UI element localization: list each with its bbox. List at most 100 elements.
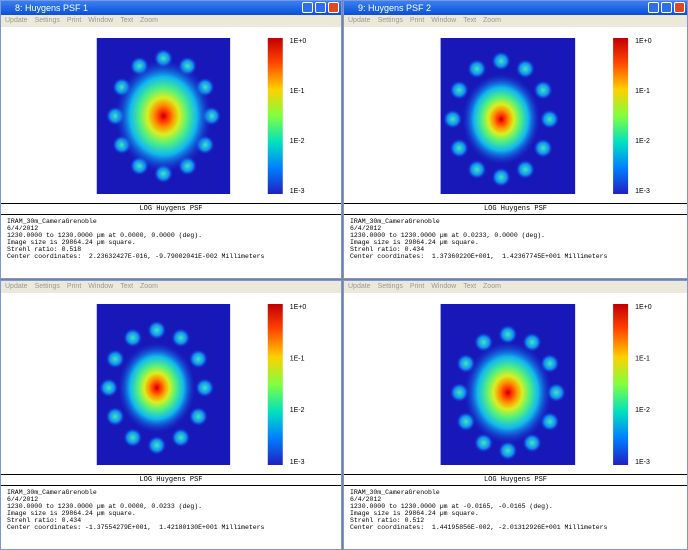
menu-item[interactable]: Text	[463, 17, 477, 24]
menu-item[interactable]: Window	[431, 283, 457, 290]
psf-core	[464, 341, 552, 444]
info-line: 1230.0000 to 1230.0000 µm at 0.0000, 0.0…	[7, 503, 203, 510]
menu-item[interactable]: Update	[348, 17, 371, 24]
psf-window: Update Settings Print Window Text Zoom 1E+0 1E…	[343, 280, 688, 550]
colorbar	[613, 38, 629, 194]
psf-window: 8: Huygens PSF 1 Update Settings Print Windo…	[0, 0, 342, 279]
psf-sidelobe	[189, 407, 208, 426]
psf-sidelobe	[491, 167, 511, 187]
psf-plot: 1E+0 1E-1 1E-2 1E-3	[1, 293, 341, 474]
plot-label: LOG Huygens PSF	[344, 474, 687, 486]
psf-window: 9: Huygens PSF 2 Update Settings Print Windo…	[343, 0, 688, 279]
psf-sidelobe	[498, 325, 518, 344]
maximize-button[interactable]	[661, 2, 672, 13]
psf-sidelobe	[515, 160, 535, 179]
colorbar-label: 1E-2	[635, 407, 650, 414]
psf-sidelobe	[449, 80, 469, 100]
info-line: 1230.0000 to 1230.0000 µm at 0.0000, 0.0…	[7, 232, 203, 239]
psf-sidelobe	[533, 138, 553, 158]
psf-window: Update Settings Print Window Text Zoom 1E+0 1E…	[0, 280, 342, 550]
window-buttons	[648, 2, 685, 13]
menu-item[interactable]: Zoom	[140, 283, 158, 290]
menu-item[interactable]: Settings	[377, 17, 403, 24]
info-text: IRAM_30m_CameraGrenoble 6/4/2012 1230.0000…	[344, 215, 687, 278]
info-text: IRAM_30m_CameraGrenoble 6/4/2012 1230.0000…	[1, 215, 341, 278]
close-button[interactable]	[674, 2, 685, 13]
info-line: Strehl ratio: 0.434	[350, 246, 425, 253]
psf-sidelobe	[515, 59, 535, 79]
psf-sidelobe	[533, 80, 553, 100]
psf-sidelobe	[105, 349, 125, 369]
psf-sidelobe	[147, 320, 167, 340]
info-text: IRAM_30m_CameraGrenoble 6/4/2012 1230.0000…	[1, 486, 341, 549]
psf-core	[118, 342, 196, 433]
info-line: 6/4/2012	[350, 496, 382, 503]
menu-item[interactable]: Zoom	[140, 17, 158, 24]
colorbar-label: 1E-3	[290, 459, 305, 466]
psf-sidelobe	[540, 109, 560, 129]
psf-sidelobe	[467, 59, 487, 79]
info-line: 1230.0000 to 1230.0000 µm at 0.0233, 0.0…	[350, 232, 546, 239]
menu-item[interactable]: Print	[66, 17, 82, 24]
psf-sidelobe	[189, 349, 208, 369]
info-line: 6/4/2012	[7, 496, 39, 503]
info-line: Center coordinates: -1.37554279E+001, 1.…	[7, 524, 265, 531]
psf-sidelobe	[171, 428, 191, 447]
psf-sidelobe	[522, 332, 542, 352]
colorbar-label: 1E-3	[635, 459, 650, 466]
colorbar-label: 1E+0	[290, 38, 307, 45]
menu-item[interactable]: Window	[431, 17, 457, 24]
menu-item[interactable]: Update	[348, 283, 371, 290]
colorbar	[267, 304, 283, 465]
menu-item[interactable]: Update	[5, 283, 28, 290]
title-bar: 9: Huygens PSF 2	[344, 1, 687, 15]
colorbar	[613, 304, 629, 465]
info-line: 1230.0000 to 1230.0000 µm at -0.0165, -0…	[350, 503, 553, 510]
plot-label: LOG Huygens PSF	[344, 203, 687, 215]
menu-item[interactable]: Print	[409, 17, 425, 24]
menu-item[interactable]: Settings	[377, 283, 403, 290]
minimize-button[interactable]	[648, 2, 659, 13]
menu-item[interactable]: Print	[66, 283, 82, 290]
info-line: IRAM_30m_CameraGrenoble	[350, 218, 440, 225]
menu-item[interactable]: Update	[5, 17, 28, 24]
menu-item[interactable]: Settings	[34, 283, 60, 290]
menu-item[interactable]: Zoom	[483, 17, 501, 24]
menu-item[interactable]: Text	[120, 283, 134, 290]
psf-sidelobe	[195, 378, 215, 398]
info-line: Center coordinates: 2.23632427E-016, -9.…	[7, 253, 265, 260]
minimize-button[interactable]	[302, 2, 313, 13]
colorbar-label: 1E-3	[635, 188, 650, 195]
info-line: IRAM_30m_CameraGrenoble	[7, 218, 97, 225]
psf-core	[462, 73, 540, 165]
psf-sidelobe	[522, 433, 542, 453]
info-line: Center coordinates: 1.44195856E-002, -2.…	[350, 524, 608, 531]
menu-item[interactable]: Settings	[34, 17, 60, 24]
menu-item[interactable]: Text	[120, 17, 134, 24]
psf-sidelobe	[443, 109, 463, 129]
psf-sidelobe	[105, 407, 125, 426]
window-buttons	[302, 2, 339, 13]
menu-item[interactable]: Text	[463, 283, 477, 290]
info-line: Strehl ratio: 0.434	[7, 517, 82, 524]
colorbar-label: 1E-2	[635, 138, 650, 145]
psf-sidelobe	[449, 138, 469, 158]
psf-plot: 1E+0 1E-1 1E-2 1E-3	[344, 293, 687, 474]
menu-bar: Update Settings Print Window Text Zoom	[344, 15, 687, 27]
menu-item[interactable]: Print	[409, 283, 425, 290]
menu-bar: Update Settings Print Window Text Zoom	[1, 15, 341, 27]
menu-bar: Update Settings Print Window Text Zoom	[344, 281, 687, 293]
psf-sidelobe	[474, 332, 494, 352]
info-line: Image size is 29864.24 µm square.	[350, 239, 479, 246]
menu-item[interactable]: Window	[88, 283, 114, 290]
psf-sidelobe	[546, 383, 566, 402]
menu-item[interactable]: Window	[88, 17, 114, 24]
maximize-button[interactable]	[315, 2, 326, 13]
psf-plot: 1E+0 1E-1 1E-2 1E-3	[1, 27, 341, 203]
close-button[interactable]	[328, 2, 339, 13]
info-line: Strehl ratio: 0.518	[7, 246, 82, 253]
colorbar	[267, 38, 283, 194]
menu-item[interactable]: Zoom	[483, 283, 501, 290]
menu-bar: Update Settings Print Window Text Zoom	[1, 281, 341, 293]
